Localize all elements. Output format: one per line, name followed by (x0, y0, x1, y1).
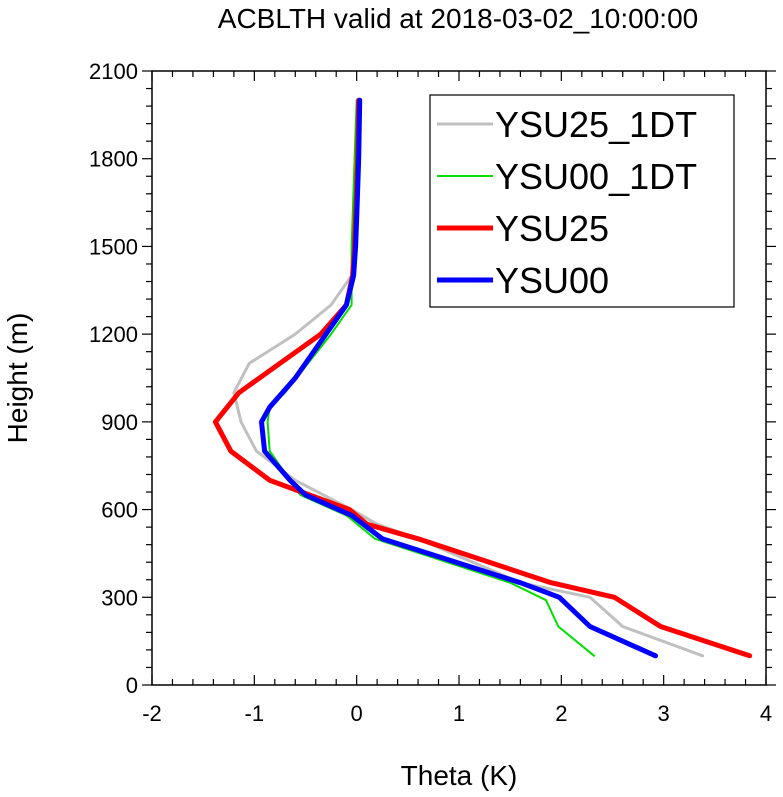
x-tick-label: -1 (245, 701, 265, 726)
legend: YSU25_1DT YSU00_1DT YSU25 YSU00 (429, 94, 735, 308)
x-tick-label: 2 (555, 701, 567, 726)
y-tick-label: 600 (101, 498, 138, 523)
y-axis-label: Height (m) (2, 313, 33, 444)
legend-label: YSU25 (495, 208, 609, 249)
x-tick-label: 0 (351, 701, 363, 726)
y-tick-label: 2100 (89, 59, 138, 84)
legend-label: YSU00_1DT (495, 156, 697, 197)
axis-ticks: -2 -1 0 1 2 3 4 0 300 600 900 1200 1500 1800 2100 (89, 59, 776, 726)
x-tick-label: 3 (658, 701, 670, 726)
y-tick-label: 900 (101, 410, 138, 435)
x-tick-label: 4 (760, 701, 772, 726)
y-tick-label: 1800 (89, 147, 138, 172)
x-tick-label: 1 (453, 701, 465, 726)
legend-box (429, 94, 735, 308)
y-tick-label: 1500 (89, 234, 138, 259)
chart-title: ACBLTH valid at 2018-03-02_10:00:00 (218, 3, 698, 34)
x-axis-label: Theta (K) (401, 760, 518, 791)
y-tick-label: 1200 (89, 322, 138, 347)
y-tick-label: 300 (101, 585, 138, 610)
legend-label: YSU00 (495, 260, 609, 301)
series-line-ysu00 (259, 97, 658, 659)
series-lines (212, 97, 753, 659)
y-tick-label: 0 (126, 673, 138, 698)
x-tick-label: -2 (142, 701, 162, 726)
legend-label: YSU25_1DT (495, 104, 697, 145)
